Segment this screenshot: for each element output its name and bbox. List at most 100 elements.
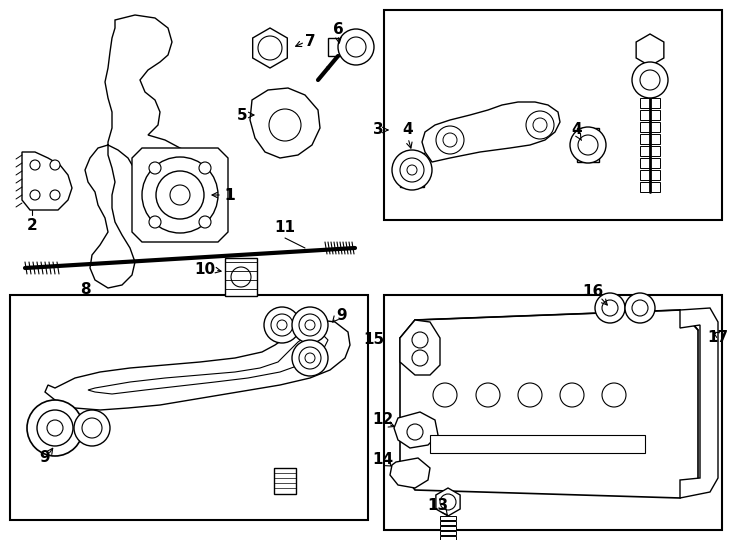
- Circle shape: [400, 158, 424, 182]
- Text: 16: 16: [582, 285, 603, 300]
- Circle shape: [50, 160, 60, 170]
- Circle shape: [47, 420, 63, 436]
- Polygon shape: [45, 320, 350, 410]
- Circle shape: [264, 307, 300, 343]
- Polygon shape: [390, 458, 430, 488]
- Text: 3: 3: [373, 123, 383, 138]
- Polygon shape: [250, 88, 320, 158]
- Circle shape: [142, 157, 218, 233]
- Circle shape: [476, 383, 500, 407]
- Bar: [430, 435, 645, 453]
- Circle shape: [292, 307, 328, 343]
- Polygon shape: [400, 320, 440, 375]
- Circle shape: [305, 353, 315, 363]
- Circle shape: [640, 70, 660, 90]
- Polygon shape: [394, 412, 438, 448]
- Circle shape: [27, 400, 83, 456]
- Text: 12: 12: [372, 413, 393, 428]
- Polygon shape: [88, 332, 328, 394]
- Circle shape: [149, 216, 161, 228]
- Text: 14: 14: [372, 453, 393, 468]
- Bar: [640, 182, 660, 192]
- Circle shape: [440, 494, 456, 510]
- Circle shape: [292, 340, 328, 376]
- Bar: [440, 526, 456, 530]
- Circle shape: [412, 350, 428, 366]
- Text: 4: 4: [403, 123, 413, 138]
- Bar: [440, 531, 456, 535]
- Circle shape: [149, 162, 161, 174]
- Text: 11: 11: [275, 220, 296, 235]
- Text: 17: 17: [708, 330, 729, 346]
- Bar: [440, 536, 456, 540]
- Circle shape: [407, 424, 423, 440]
- Circle shape: [392, 150, 432, 190]
- Text: 9: 9: [337, 307, 347, 322]
- Bar: [640, 134, 660, 144]
- Circle shape: [258, 36, 282, 60]
- Text: 5: 5: [236, 107, 247, 123]
- Circle shape: [277, 320, 287, 330]
- Circle shape: [346, 37, 366, 57]
- Bar: [640, 98, 660, 108]
- Circle shape: [30, 160, 40, 170]
- Text: 4: 4: [572, 123, 582, 138]
- Circle shape: [526, 111, 554, 139]
- Bar: [640, 146, 660, 156]
- Polygon shape: [22, 152, 72, 210]
- Text: 1: 1: [225, 187, 236, 202]
- Circle shape: [299, 347, 321, 369]
- Circle shape: [602, 383, 626, 407]
- Bar: [400, 153, 424, 187]
- Circle shape: [412, 332, 428, 348]
- Text: 6: 6: [333, 23, 344, 37]
- Polygon shape: [400, 310, 698, 498]
- Circle shape: [578, 135, 598, 155]
- Polygon shape: [422, 102, 560, 162]
- Bar: [384, 295, 722, 530]
- Circle shape: [271, 314, 293, 336]
- Circle shape: [299, 314, 321, 336]
- Circle shape: [602, 300, 618, 316]
- Circle shape: [199, 216, 211, 228]
- Circle shape: [632, 300, 648, 316]
- Bar: [440, 521, 456, 525]
- Circle shape: [156, 171, 204, 219]
- Text: 8: 8: [80, 282, 90, 298]
- Circle shape: [199, 162, 211, 174]
- Circle shape: [82, 418, 102, 438]
- Circle shape: [305, 320, 315, 330]
- Circle shape: [269, 109, 301, 141]
- Bar: [640, 170, 660, 180]
- Circle shape: [170, 185, 190, 205]
- Circle shape: [37, 410, 73, 446]
- Bar: [440, 516, 456, 520]
- Circle shape: [443, 133, 457, 147]
- Polygon shape: [85, 15, 222, 288]
- Bar: [640, 122, 660, 132]
- Polygon shape: [132, 148, 228, 242]
- Circle shape: [595, 293, 625, 323]
- Circle shape: [50, 190, 60, 200]
- Circle shape: [30, 190, 40, 200]
- Circle shape: [407, 165, 417, 175]
- Circle shape: [433, 383, 457, 407]
- Circle shape: [74, 410, 110, 446]
- Polygon shape: [252, 28, 287, 68]
- Circle shape: [338, 29, 374, 65]
- Circle shape: [518, 383, 542, 407]
- Bar: [10, 295, 368, 520]
- Bar: [640, 110, 660, 120]
- Bar: [225, 258, 257, 296]
- Bar: [577, 128, 599, 162]
- Bar: [640, 158, 660, 168]
- Bar: [328, 38, 356, 56]
- Text: 10: 10: [195, 262, 216, 278]
- Text: 1: 1: [225, 187, 236, 202]
- Circle shape: [570, 127, 606, 163]
- Text: 9: 9: [40, 450, 51, 465]
- Bar: [384, 10, 722, 220]
- Circle shape: [533, 118, 547, 132]
- Circle shape: [231, 267, 251, 287]
- Circle shape: [436, 126, 464, 154]
